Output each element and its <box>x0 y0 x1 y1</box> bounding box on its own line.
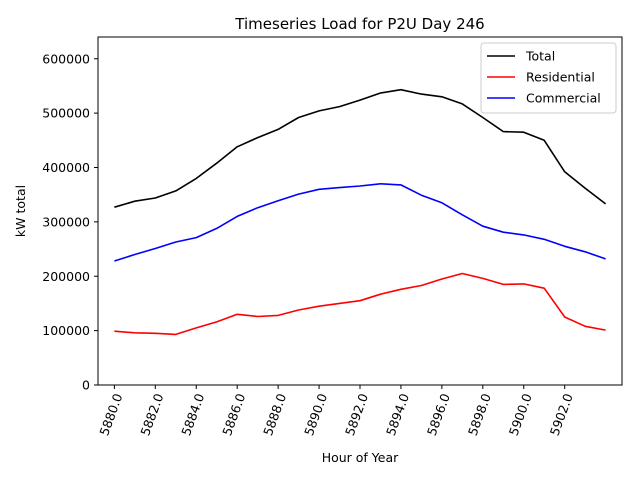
y-tick-label: 200000 <box>42 269 90 284</box>
series-lines <box>114 88 607 336</box>
series-line-commercial <box>114 183 606 262</box>
legend-label-commercial: Commercial <box>526 91 601 106</box>
legend-box <box>480 42 617 114</box>
y-tick-label: 300000 <box>42 214 90 229</box>
legend: Total Residential Commercial <box>480 42 617 114</box>
legend-label-total: Total <box>525 49 555 64</box>
y-tick-label: 400000 <box>42 160 90 175</box>
legend-label-residential: Residential <box>526 70 595 85</box>
y-tick-label: 0 <box>82 378 90 393</box>
y-axis: 0 100000 200000 300000 400000 500000 600000 <box>42 51 98 393</box>
series-line-residential <box>114 272 606 336</box>
y-tick-label: 500000 <box>42 106 90 121</box>
x-axis-title: Hour of Year <box>322 450 399 465</box>
y-axis-title: kW total <box>13 185 28 237</box>
series-line-total <box>114 88 607 208</box>
chart-title: Timeseries Load for P2U Day 246 <box>234 15 484 33</box>
y-tick-label: 100000 <box>42 323 90 338</box>
y-tick-label: 600000 <box>42 51 90 66</box>
